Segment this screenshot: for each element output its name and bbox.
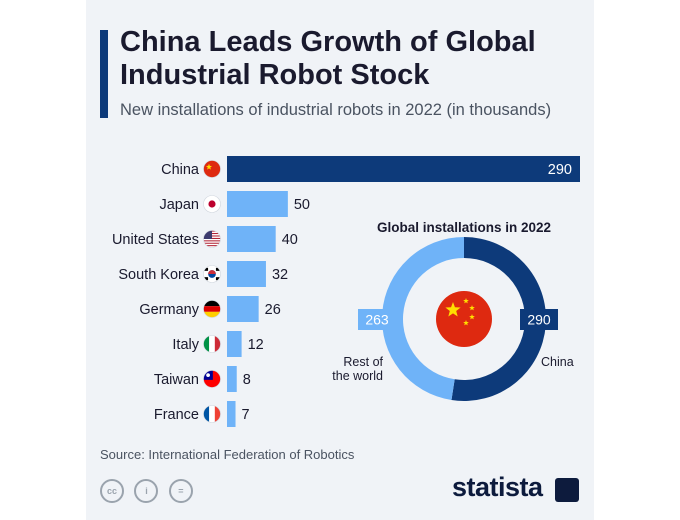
donut-title: Global installations in 2022 xyxy=(377,220,551,235)
category-label: France xyxy=(154,407,199,423)
bar-value-label: 290 xyxy=(548,162,572,178)
category-label: Germany xyxy=(139,302,199,318)
bar-value-label: 7 xyxy=(242,407,250,423)
category-label: China xyxy=(161,162,200,178)
france-flag-icon xyxy=(203,405,221,423)
bar-taiwan xyxy=(227,366,237,392)
bar-japan xyxy=(227,191,288,217)
title-accent-bar xyxy=(100,30,108,118)
page-subtitle: New installations of industrial robots i… xyxy=(120,101,552,119)
bar-germany xyxy=(227,296,259,322)
bar-value-label: 32 xyxy=(272,267,288,283)
category-label: Italy xyxy=(172,337,199,353)
source-note: Source: International Federation of Robo… xyxy=(100,447,355,462)
taiwan-flag-icon xyxy=(203,370,221,388)
bar-value-label: 40 xyxy=(282,232,298,248)
by-icon: i xyxy=(134,479,159,503)
statista-logo-mark xyxy=(555,478,579,502)
category-label: Taiwan xyxy=(154,372,199,388)
category-label: Japan xyxy=(159,197,199,213)
donut-slice-rest-of-world xyxy=(382,236,464,401)
donut-chart: Global installations in 2022 290 263 China R… xyxy=(332,220,574,402)
donut-value-label: 263 xyxy=(365,312,389,328)
rest-value-box: 263 xyxy=(358,309,396,330)
germany-flag-icon xyxy=(203,300,221,318)
bar-usa xyxy=(227,226,276,252)
bar-value-label: 50 xyxy=(294,197,310,213)
bar-france xyxy=(227,401,236,427)
china-value-box: 290 xyxy=(520,309,558,330)
donut-label-china: China xyxy=(541,355,574,369)
bar-south-korea xyxy=(227,261,266,287)
donut-label-rest-of-world: Rest of the world xyxy=(332,355,383,383)
japan-flag-icon xyxy=(203,195,221,213)
bar-value-label: 8 xyxy=(243,372,251,388)
statista-logo: statista xyxy=(452,472,543,502)
bar-chart: China 290 Japan 50 United States 40 South Kore… xyxy=(112,156,580,427)
bar-italy xyxy=(227,331,242,357)
donut-slice-china xyxy=(451,237,547,402)
bar-value-label: 12 xyxy=(248,337,264,353)
category-label: United States xyxy=(112,232,199,248)
china-flag-icon xyxy=(203,160,221,178)
china-flag-center-icon xyxy=(436,291,492,347)
bar-value-label: 26 xyxy=(265,302,281,318)
nd-icon: = xyxy=(168,479,193,503)
bar-china xyxy=(227,156,580,182)
donut-value-label: 290 xyxy=(527,312,551,328)
page-title: China Leads Growth of Global Industrial … xyxy=(120,26,536,91)
south-korea-flag-icon xyxy=(203,265,221,283)
italy-flag-icon xyxy=(203,335,221,353)
usa-flag-icon xyxy=(203,230,221,248)
category-label: South Korea xyxy=(118,267,200,283)
license-icons: cc i = xyxy=(100,479,199,503)
cc-icon: cc xyxy=(100,479,124,503)
